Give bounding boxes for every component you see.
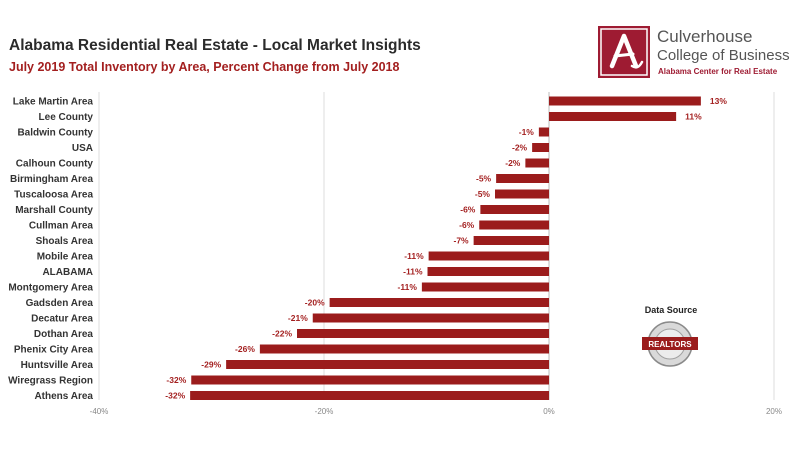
value-label: -6% [459,220,475,230]
bar [496,174,549,183]
bar [191,375,549,385]
chart-title: Alabama Residential Real Estate - Local … [9,37,421,54]
bar [428,251,549,261]
value-label: -21% [288,313,308,323]
category-label: Wiregrass Region [8,376,93,387]
category-label: Gadsden Area [26,298,94,309]
bar [532,143,549,152]
value-label: -32% [166,375,186,385]
category-label: Calhoun County [16,159,94,170]
bar [538,127,549,137]
value-label: 11% [685,112,702,122]
value-label: -20% [305,298,325,308]
bar [427,267,549,276]
realtors-seal-text: REALTORS [648,340,692,349]
bar [312,313,549,323]
value-label: -22% [272,329,292,339]
value-label: -1% [519,127,535,137]
bar [259,344,549,354]
value-label: -26% [235,344,255,354]
bar [190,391,549,400]
value-label: -11% [403,267,423,277]
category-label: USA [72,143,93,154]
category-label: Mobile Area [37,252,94,263]
category-label: Birmingham Area [10,174,93,185]
x-tick-label: 20% [766,407,782,416]
value-label: -7% [454,236,470,246]
bar [479,220,549,230]
category-label: Athens Area [34,391,93,402]
value-label: 13% [710,96,727,106]
bar [329,298,549,307]
x-tick-label: -20% [315,407,334,416]
category-label: Tuscaloosa Area [14,190,93,201]
logo-center-name: Alabama Center for Real Estate [658,67,778,76]
bar [549,112,677,121]
chart-subtitle: July 2019 Total Inventory by Area, Perce… [9,60,400,74]
category-label: Decatur Area [31,314,93,325]
value-label: -2% [505,158,521,168]
bar [473,236,549,245]
script-a-logo-icon [598,26,650,78]
logo-name-line2: College of Business [657,47,790,64]
value-label: -29% [201,360,221,370]
bar [421,282,549,292]
category-label: Baldwin County [17,128,93,139]
x-tick-label: -40% [90,407,109,416]
value-label: -32% [165,391,185,401]
bar [297,329,549,338]
x-tick-label: 0% [543,407,555,416]
category-label: Marshall County [15,205,93,216]
logo-name-line1: Culverhouse [657,27,753,46]
category-label: ALABAMA [42,267,93,278]
category-label: Huntsville Area [21,360,94,371]
culverhouse-logo: Culverhouse College of Business Alabama … [598,26,790,78]
category-label: Cullman Area [29,221,94,232]
bar [525,158,549,168]
category-label: Montgomery Area [8,283,93,294]
category-label: Lee County [39,112,94,123]
category-label: Shoals Area [36,236,94,247]
bar [480,205,549,214]
category-label: Phenix City Area [14,345,94,356]
value-label: -2% [512,143,528,153]
value-label: -6% [460,205,476,215]
value-label: -11% [398,282,418,292]
bar [226,360,549,369]
value-label: -11% [404,251,424,261]
realtors-seal-icon: REALTORS [640,320,700,368]
bar [495,189,549,199]
category-label: Dothan Area [34,329,94,340]
category-label: Lake Martin Area [13,97,94,108]
value-label: -5% [475,189,491,199]
value-label: -5% [476,174,492,184]
data-source-label: Data Source [644,305,698,315]
bar [549,96,701,106]
